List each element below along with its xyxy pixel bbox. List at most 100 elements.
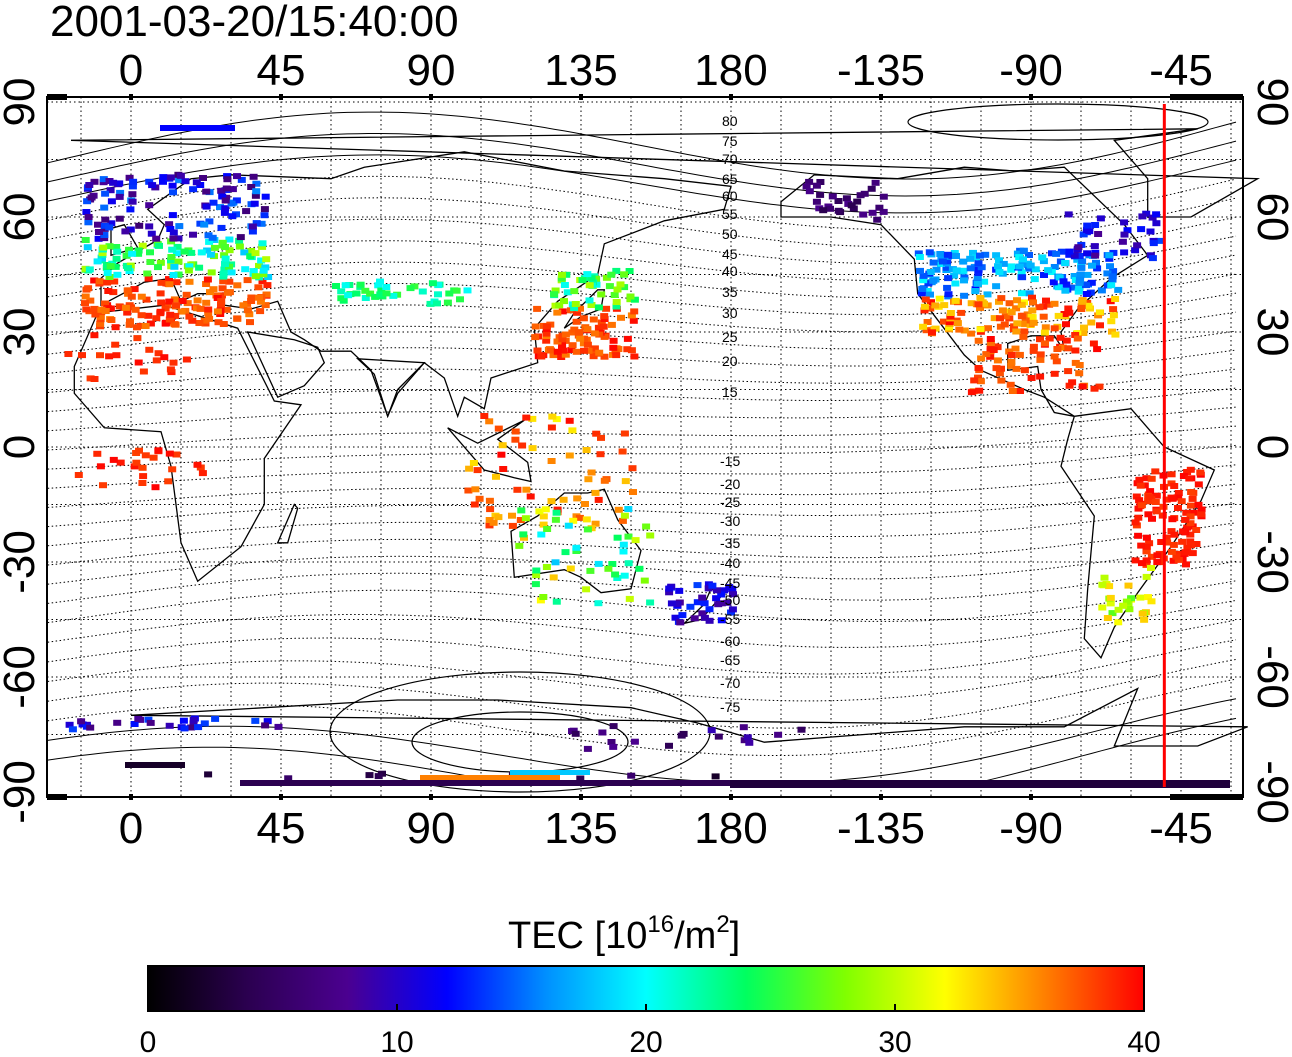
tec-cell — [585, 282, 594, 289]
tec-cell — [592, 430, 601, 437]
tec-cell — [1109, 249, 1118, 256]
tec-cell — [995, 269, 1004, 275]
tec-cell — [180, 248, 189, 255]
tec-cell — [382, 290, 391, 297]
contour-label: -65 — [720, 652, 740, 668]
tec-cell — [146, 320, 155, 327]
tec-cell — [221, 205, 230, 212]
tec-cell — [227, 269, 236, 276]
tec-cell — [980, 278, 989, 285]
tec-cell — [1132, 493, 1141, 500]
tec-cell — [218, 292, 226, 299]
tec-cell — [284, 775, 293, 782]
contour-label: 70 — [722, 151, 738, 167]
tec-cell — [868, 209, 877, 216]
tec-cell — [106, 263, 115, 270]
tec-cell — [225, 236, 234, 243]
tec-cell — [926, 291, 934, 298]
tec-cell — [192, 179, 201, 186]
tec-cell — [101, 308, 110, 314]
tec-cell — [151, 484, 160, 491]
tec-cell — [1136, 482, 1145, 489]
tec-cell — [197, 249, 206, 256]
tec-cell — [82, 306, 91, 313]
contour-label: -35 — [720, 535, 740, 551]
tec-cell — [630, 738, 639, 745]
tec-cell — [128, 198, 137, 205]
tec-cell — [126, 318, 134, 325]
tec-cell — [745, 739, 754, 746]
tec-strip — [125, 762, 185, 768]
tec-cell — [332, 283, 340, 289]
tec-cell — [168, 182, 177, 189]
tec-cell — [1050, 353, 1059, 360]
coastline — [510, 488, 642, 594]
tec-cell — [569, 517, 578, 524]
tec-cell — [1068, 379, 1077, 386]
tec-cell — [542, 564, 551, 570]
tec-cell — [625, 268, 634, 274]
tec-cell — [1138, 213, 1147, 220]
tec-cell — [485, 418, 494, 425]
tec-cell — [1148, 515, 1156, 522]
tec-cell — [986, 340, 995, 347]
tec-cell — [847, 202, 856, 209]
tec-cell — [248, 228, 257, 235]
tec-cell — [133, 335, 142, 342]
tec-cell — [967, 389, 976, 396]
tec-cell — [337, 295, 346, 302]
tec-cell — [93, 258, 102, 265]
tec-cell — [555, 302, 564, 309]
tec-cell — [84, 285, 93, 292]
tec-cell — [714, 733, 723, 740]
tec-cell — [167, 257, 175, 264]
tec-cell — [489, 519, 498, 526]
tec-cell — [976, 326, 985, 333]
tec-cell — [532, 572, 541, 579]
tec-cell — [558, 342, 567, 349]
tec-cell — [1107, 318, 1116, 325]
tec-cell — [258, 240, 267, 247]
tec-cell — [208, 234, 217, 241]
tec-cell — [609, 723, 618, 730]
tec-cell — [1065, 248, 1074, 255]
lat-tick-right: 30 — [1248, 308, 1292, 357]
tec-cell — [122, 252, 131, 259]
contour-label: -15 — [720, 453, 740, 469]
tec-cell — [914, 250, 923, 257]
tec-cell — [90, 178, 99, 185]
tec-cell — [619, 548, 628, 555]
tec-cell — [714, 601, 723, 608]
tec-cell — [1029, 343, 1038, 350]
tec-cell — [1075, 279, 1084, 286]
tec-cell — [110, 278, 119, 285]
tec-cell — [1148, 255, 1157, 262]
lon-tick-bottom: -135 — [837, 804, 925, 853]
tec-cell — [134, 715, 143, 722]
tec-cell — [1093, 346, 1102, 353]
tec-cell — [133, 324, 141, 331]
tec-cell — [1054, 284, 1063, 291]
tec-cell — [774, 731, 783, 738]
tec-cell — [594, 496, 603, 503]
tec-cell — [237, 176, 246, 183]
tec-cell — [996, 315, 1004, 322]
tec-cell — [675, 587, 684, 594]
tec-cell — [471, 486, 480, 493]
tec-cell — [134, 247, 143, 254]
tec-cell — [185, 278, 194, 285]
tec-cell — [943, 284, 952, 291]
tec-cell — [195, 264, 204, 271]
tec-cell — [365, 772, 374, 779]
tec-cell — [145, 223, 154, 230]
tec-cell — [1061, 287, 1070, 294]
tec-cell — [156, 259, 165, 266]
lat-tick-right: -30 — [1248, 530, 1292, 594]
tec-cell — [121, 228, 130, 235]
tec-cell — [165, 722, 174, 729]
tec-cell — [1187, 489, 1196, 495]
lat-tick-right: 60 — [1248, 193, 1292, 242]
tec-cell — [1127, 595, 1136, 602]
tec-cell — [1120, 219, 1129, 226]
